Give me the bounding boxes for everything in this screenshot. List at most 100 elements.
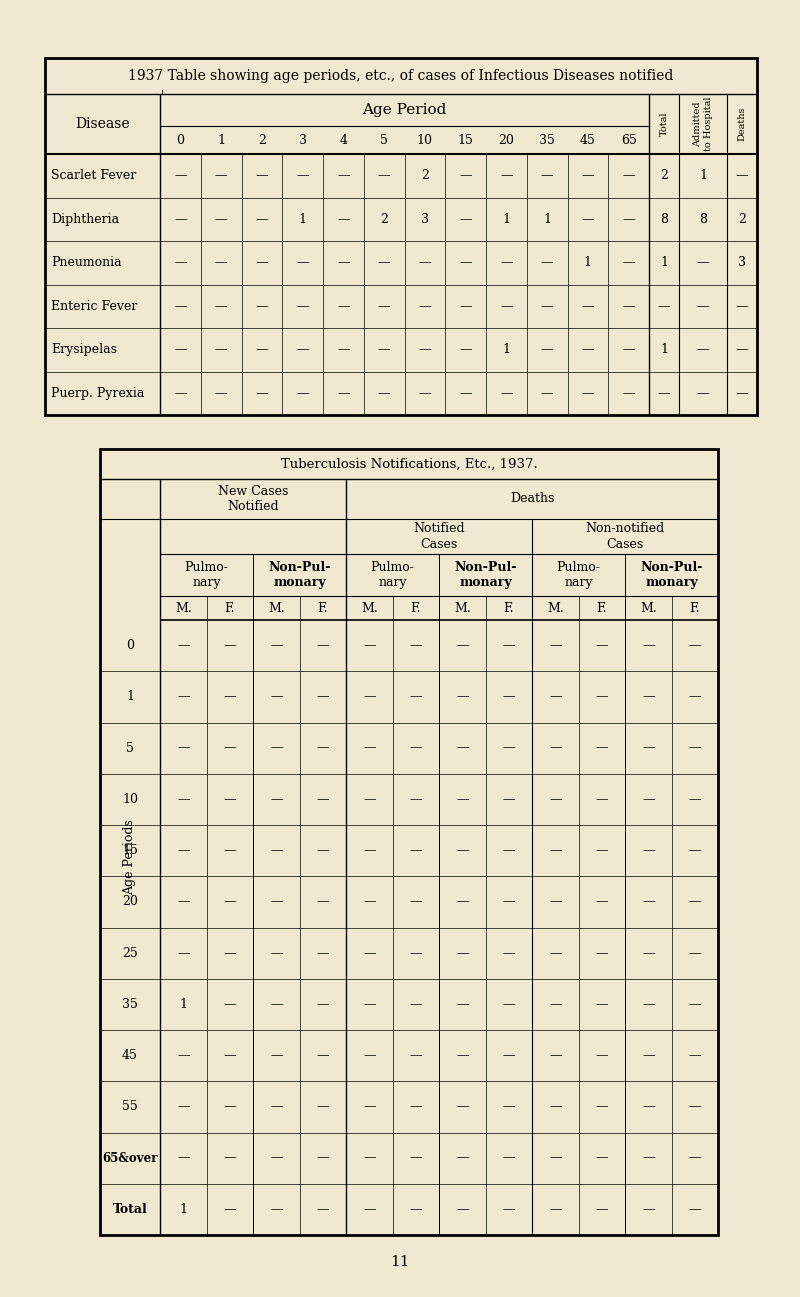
Text: —: —	[689, 947, 701, 960]
Text: —: —	[595, 742, 608, 755]
Text: —: —	[177, 1049, 190, 1062]
Text: Age Period: Age Period	[362, 102, 446, 117]
Text: —: —	[500, 257, 513, 270]
Text: —: —	[177, 844, 190, 857]
Text: —: —	[410, 947, 422, 960]
Text: —: —	[459, 300, 472, 313]
Text: 65: 65	[621, 134, 637, 147]
Text: —: —	[410, 690, 422, 703]
Text: 10: 10	[122, 792, 138, 805]
Text: —: —	[502, 1049, 515, 1062]
Text: —: —	[697, 257, 710, 270]
Text: —: —	[410, 895, 422, 908]
Text: —: —	[459, 257, 472, 270]
Text: —: —	[223, 947, 236, 960]
Text: —: —	[410, 742, 422, 755]
Text: 2: 2	[421, 169, 429, 183]
Text: —: —	[622, 344, 635, 357]
Text: —: —	[378, 344, 390, 357]
Text: —: —	[418, 257, 431, 270]
Text: —: —	[502, 947, 515, 960]
Text: —: —	[418, 387, 431, 399]
Text: —: —	[270, 997, 282, 1010]
Text: F.: F.	[410, 602, 421, 615]
Text: —: —	[317, 947, 329, 960]
Text: —: —	[410, 639, 422, 652]
Text: —: —	[456, 639, 469, 652]
Text: —: —	[456, 895, 469, 908]
Text: —: —	[642, 997, 654, 1010]
Text: —: —	[215, 257, 227, 270]
Text: 1: 1	[502, 213, 510, 226]
Text: —: —	[502, 792, 515, 805]
Text: 25: 25	[122, 947, 138, 960]
Text: —: —	[456, 947, 469, 960]
Text: —: —	[363, 639, 375, 652]
Text: Pneumonia: Pneumonia	[51, 257, 122, 270]
Text: —: —	[410, 792, 422, 805]
Text: 2: 2	[660, 169, 668, 183]
Text: Tuberculosis Notifications, Etc., 1937.: Tuberculosis Notifications, Etc., 1937.	[281, 458, 538, 471]
Text: —: —	[736, 169, 748, 183]
Text: —: —	[174, 300, 186, 313]
Text: —: —	[270, 1049, 282, 1062]
Text: —: —	[736, 344, 748, 357]
Text: 5: 5	[380, 134, 388, 147]
Text: Puerp. Pyrexia: Puerp. Pyrexia	[51, 387, 144, 399]
Text: —: —	[502, 1152, 515, 1165]
Text: F.: F.	[690, 602, 700, 615]
Text: —: —	[410, 1202, 422, 1215]
Text: —: —	[689, 1100, 701, 1113]
Text: —: —	[541, 387, 554, 399]
Text: —: —	[174, 344, 186, 357]
Text: —: —	[622, 300, 635, 313]
Text: —: —	[177, 639, 190, 652]
Text: —: —	[337, 213, 350, 226]
Text: Deaths: Deaths	[510, 493, 554, 506]
Text: —: —	[595, 1049, 608, 1062]
Text: —: —	[223, 895, 236, 908]
Text: —: —	[642, 1049, 654, 1062]
Text: 11: 11	[390, 1255, 410, 1268]
Text: —: —	[459, 387, 472, 399]
Text: —: —	[363, 1049, 375, 1062]
Text: Total: Total	[659, 112, 669, 136]
Text: —: —	[549, 947, 562, 960]
Text: —: —	[270, 1152, 282, 1165]
Text: —: —	[410, 844, 422, 857]
Text: —: —	[595, 844, 608, 857]
Text: 65&over: 65&over	[102, 1152, 158, 1165]
Text: 5: 5	[126, 742, 134, 755]
Text: 1: 1	[126, 690, 134, 703]
Text: —: —	[317, 1202, 329, 1215]
Text: —: —	[418, 344, 431, 357]
Text: —: —	[256, 387, 268, 399]
Text: —: —	[658, 300, 670, 313]
Text: 55: 55	[122, 1100, 138, 1113]
Text: —: —	[595, 947, 608, 960]
Text: —: —	[502, 997, 515, 1010]
Text: —: —	[500, 300, 513, 313]
Text: 0: 0	[126, 639, 134, 652]
Text: —: —	[363, 997, 375, 1010]
Text: 1: 1	[584, 257, 592, 270]
Text: —: —	[256, 169, 268, 183]
Text: —: —	[549, 742, 562, 755]
Text: —: —	[223, 639, 236, 652]
Text: —: —	[223, 1049, 236, 1062]
Text: —: —	[378, 257, 390, 270]
Text: —: —	[689, 895, 701, 908]
Text: —: —	[622, 169, 635, 183]
Text: New Cases
Notified: New Cases Notified	[218, 485, 288, 514]
Text: —: —	[270, 639, 282, 652]
Text: 4: 4	[339, 134, 347, 147]
Text: —: —	[378, 300, 390, 313]
Text: —: —	[177, 792, 190, 805]
Text: 45: 45	[122, 1049, 138, 1062]
Text: —: —	[456, 844, 469, 857]
Text: —: —	[256, 300, 268, 313]
Text: —: —	[459, 169, 472, 183]
Text: —: —	[456, 1202, 469, 1215]
Text: —: —	[642, 844, 654, 857]
Text: —: —	[378, 387, 390, 399]
